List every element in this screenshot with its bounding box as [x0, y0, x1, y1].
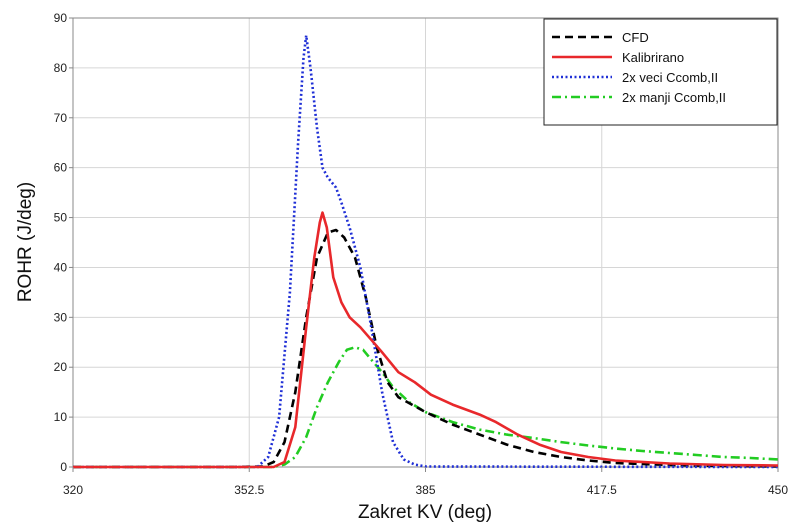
- y-tick-label: 0: [60, 460, 67, 474]
- x-tick-label: 385: [415, 483, 435, 497]
- legend-label-2: 2x veci Ccomb,II: [622, 70, 718, 85]
- legend-label-1: Kalibrirano: [622, 50, 684, 65]
- series-line-1: [73, 211, 779, 469]
- y-tick-label: 50: [54, 211, 68, 225]
- legend-label-3: 2x manji Ccomb,II: [622, 90, 726, 105]
- y-tick-label: 60: [54, 161, 68, 175]
- x-tick-labels: 320 352.5 385 417.5 450: [63, 467, 788, 497]
- y-tick-label: 70: [54, 111, 68, 125]
- x-tick-label: 417.5: [587, 483, 617, 497]
- y-tick-label: 30: [54, 310, 68, 324]
- x-tick-label: 352.5: [234, 483, 264, 497]
- legend-label-0: CFD: [622, 30, 649, 45]
- legend: CFD Kalibrirano 2x veci Ccomb,II 2x manji C…: [543, 18, 778, 126]
- x-tick-label: 450: [768, 483, 788, 497]
- y-tick-labels: 0 10 20 30 40 50 60 70 80 90: [54, 11, 73, 474]
- y-axis-title: ROHR (J/deg): [15, 182, 36, 302]
- y-tick-label: 40: [54, 260, 68, 274]
- x-axis-title: Zakret KV (deg): [358, 502, 492, 523]
- y-tick-label: 80: [54, 61, 68, 75]
- series-layer: [73, 34, 779, 469]
- y-tick-label: 90: [54, 11, 68, 25]
- y-tick-label: 20: [54, 360, 68, 374]
- series-line-2: [73, 34, 779, 469]
- y-tick-label: 10: [54, 410, 68, 424]
- x-tick-label: 320: [63, 483, 83, 497]
